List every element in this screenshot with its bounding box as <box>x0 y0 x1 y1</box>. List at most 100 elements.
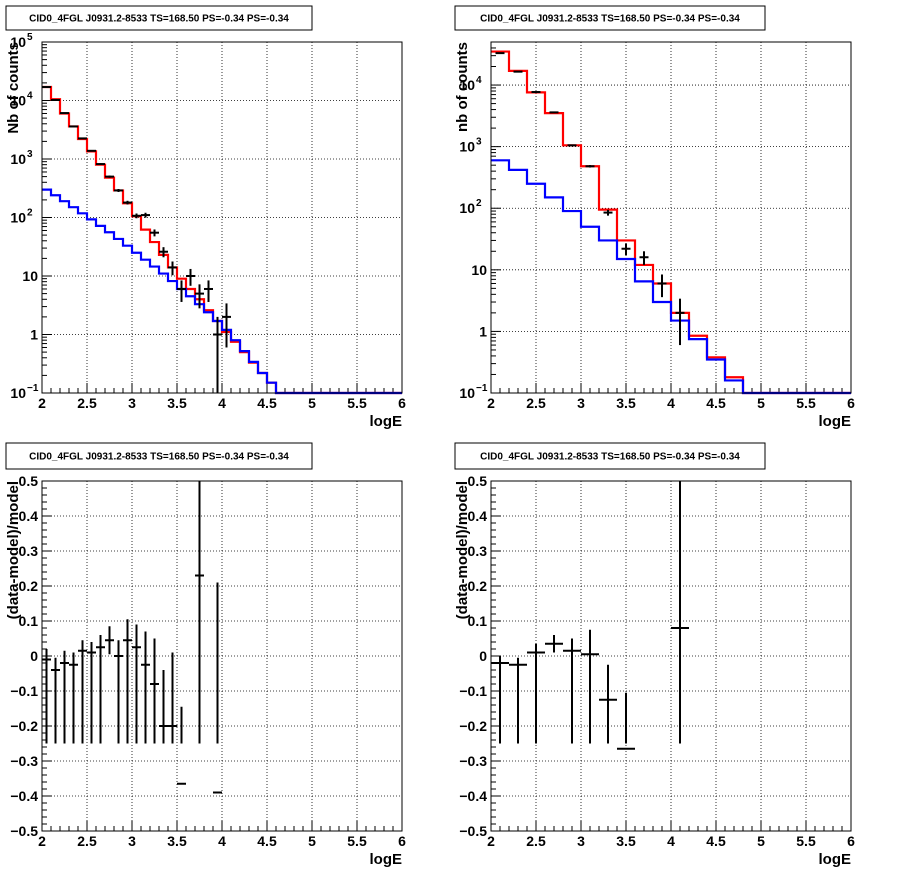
x-tick-label: 3.5 <box>167 395 187 411</box>
data-point <box>105 626 114 655</box>
data-point <box>132 213 141 219</box>
data-point <box>186 268 195 286</box>
data-point <box>78 640 87 744</box>
y-tick-label: 1 <box>30 327 38 343</box>
y-tick-label: 0.3 <box>468 543 488 559</box>
y-axis-title: (data-model)/model <box>454 481 471 619</box>
data-point <box>123 619 132 744</box>
y-tick-exponent: 4 <box>476 75 482 86</box>
y-tick-label: 10 <box>10 210 26 226</box>
data-point <box>491 656 509 744</box>
data-point <box>159 670 168 744</box>
x-tick-label: 3 <box>128 833 136 849</box>
data-point <box>60 112 69 115</box>
data-point <box>527 643 545 744</box>
plot-frame <box>490 41 852 394</box>
y-tick-label: −0.1 <box>459 683 487 699</box>
y-tick-label: 0.2 <box>468 578 488 594</box>
y-tick-label: −0.5 <box>459 823 487 839</box>
chart-title: CID0_4FGL J0931.2-8533 TS=168.50 PS=-0.3… <box>29 14 289 25</box>
y-tick-label: 0.1 <box>19 613 39 629</box>
y-tick-label: 10 <box>10 93 26 109</box>
x-tick-label: 4 <box>218 395 226 411</box>
x-tick-label: 5 <box>757 833 765 849</box>
data-point <box>545 635 563 653</box>
y-tick-label: −0.2 <box>10 718 38 734</box>
y-tick-label: 10 <box>10 385 26 401</box>
x-tick-label: 6 <box>847 833 855 849</box>
x-tick-label: 4.5 <box>706 395 726 411</box>
y-tick-label: 0.4 <box>468 508 488 524</box>
data-point <box>213 582 222 794</box>
x-tick-label: 3 <box>577 833 585 849</box>
title-box <box>454 5 766 31</box>
x-tick-label: 5 <box>757 395 765 411</box>
y-tick-exponent: −1 <box>476 383 488 394</box>
chart-title: CID0_4FGL J0931.2-8533 TS=168.50 PS=-0.3… <box>29 452 289 463</box>
plot-frame <box>41 41 403 394</box>
y-tick-exponent: −1 <box>27 383 39 394</box>
data-point <box>621 243 631 256</box>
x-tick-label: 2 <box>487 395 495 411</box>
data-point <box>114 189 123 192</box>
x-axis-title: logE <box>370 413 403 430</box>
chart-title: CID0_4FGL J0931.2-8533 TS=168.50 PS=-0.3… <box>480 452 740 463</box>
y-tick-label: −0.5 <box>10 823 38 839</box>
y-tick-label: 0.4 <box>19 508 39 524</box>
y-tick-label: 0.5 <box>19 473 39 489</box>
plot-frame <box>490 480 852 832</box>
data-point <box>617 692 635 750</box>
data-point <box>222 303 231 348</box>
data-point <box>671 481 689 744</box>
data-point <box>42 649 51 744</box>
data-point <box>195 284 204 309</box>
title-box <box>5 5 313 31</box>
data-point <box>213 316 222 393</box>
y-tick-label: 10 <box>459 139 475 155</box>
y-tick-label: −0.4 <box>459 788 487 804</box>
data-point <box>87 642 96 744</box>
panel-p1: CID0_4FGL J0931.2-8533 TS=168.50 PS=-0.3… <box>5 5 406 430</box>
data-point <box>60 650 69 744</box>
x-axis-title: logE <box>819 851 852 868</box>
data-point <box>168 652 177 744</box>
y-tick-label: 10 <box>459 77 475 93</box>
data-point <box>96 163 105 166</box>
data-point <box>581 629 599 744</box>
x-tick-label: 4.5 <box>257 395 277 411</box>
y-tick-label: 10 <box>10 34 26 50</box>
x-tick-label: 5.5 <box>347 395 367 411</box>
x-tick-label: 2.5 <box>526 395 546 411</box>
y-tick-exponent: 5 <box>27 32 33 43</box>
panel-p2: CID0_4FGL J0931.2-8533 TS=168.50 PS=-0.3… <box>454 5 855 430</box>
x-tick-label: 6 <box>398 833 406 849</box>
x-tick-label: 2 <box>487 833 495 849</box>
y-axis-title: Nb of counts <box>5 42 22 134</box>
x-tick-label: 2.5 <box>77 833 97 849</box>
x-tick-label: 4 <box>667 395 675 411</box>
y-tick-label: −0.1 <box>10 683 38 699</box>
chart-title: CID0_4FGL J0931.2-8533 TS=168.50 PS=-0.3… <box>480 14 740 25</box>
y-axis-title: (data-model)/model <box>5 481 22 619</box>
data-point <box>204 280 213 302</box>
title-box <box>454 442 766 470</box>
data-point <box>123 200 132 205</box>
x-tick-label: 3.5 <box>616 833 636 849</box>
data-point <box>567 144 577 147</box>
data-point <box>563 638 581 744</box>
y-tick-label: −0.2 <box>459 718 487 734</box>
y-tick-label: 10 <box>10 151 26 167</box>
panel-p3: CID0_4FGL J0931.2-8533 TS=168.50 PS=-0.3… <box>5 442 406 868</box>
x-tick-label: 5 <box>308 395 316 411</box>
data-point <box>69 125 78 128</box>
y-tick-label: 10 <box>22 268 38 284</box>
x-tick-label: 3 <box>577 395 585 411</box>
data-point <box>603 209 613 216</box>
data-point <box>585 165 595 168</box>
y-axis-title: nb of counts <box>454 42 471 132</box>
panel-p4: CID0_4FGL J0931.2-8533 TS=168.50 PS=-0.3… <box>454 442 855 868</box>
x-tick-label: 3.5 <box>167 833 187 849</box>
data-point <box>150 229 159 237</box>
x-tick-label: 5.5 <box>796 833 816 849</box>
y-tick-label: −0.4 <box>10 788 38 804</box>
